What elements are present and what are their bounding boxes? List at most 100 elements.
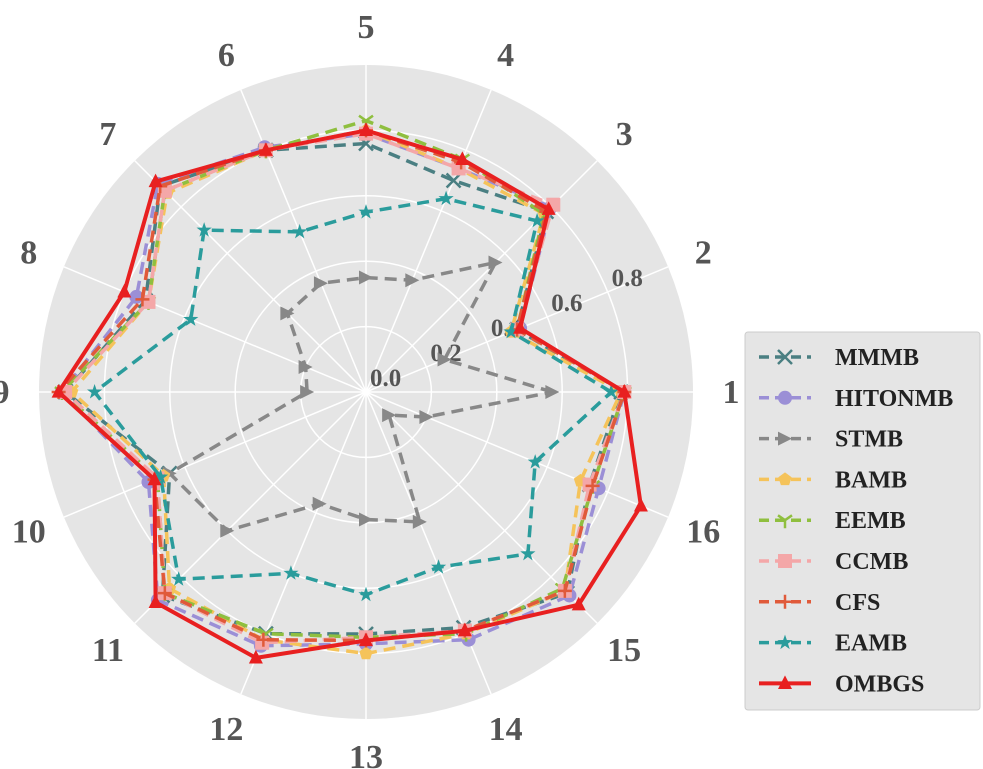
axis-label-6: 6 bbox=[218, 37, 235, 74]
legend-label-eamb: EAMB bbox=[835, 631, 907, 657]
point-ombgs-1 bbox=[617, 384, 632, 398]
radial-tick-4: 0.8 bbox=[612, 265, 643, 292]
point-bamb-13 bbox=[359, 646, 373, 660]
point-ombgs-3 bbox=[541, 201, 556, 215]
point-eamb-16 bbox=[527, 454, 543, 469]
spoke-7 bbox=[134, 160, 367, 393]
axis-label-3: 3 bbox=[616, 116, 633, 153]
point-stmb-7 bbox=[280, 306, 295, 321]
axis-label-4: 4 bbox=[497, 37, 514, 74]
axis-label-9: 9 bbox=[0, 374, 10, 411]
point-stmb-12 bbox=[312, 496, 327, 511]
legend-entry-cfs: CFS bbox=[759, 590, 880, 616]
axis-label-10: 10 bbox=[12, 514, 46, 551]
point-eamb-4 bbox=[438, 190, 454, 206]
point-eamb-5 bbox=[358, 204, 374, 219]
point-stmb-14 bbox=[412, 514, 427, 529]
legend-entry-ccmb: CCMB bbox=[759, 549, 908, 575]
axis-label-15: 15 bbox=[607, 632, 641, 669]
point-eamb-6 bbox=[292, 223, 308, 239]
point-ombgs-13 bbox=[359, 632, 373, 647]
axis-label-13: 13 bbox=[349, 739, 383, 769]
point-ombgs-4 bbox=[455, 151, 470, 165]
legend-marker-cfs bbox=[778, 594, 792, 609]
point-ombgs-11 bbox=[148, 594, 163, 609]
spoke-10 bbox=[63, 391, 367, 518]
point-ombgs-2 bbox=[513, 320, 528, 334]
point-ombgs-7 bbox=[148, 173, 163, 188]
legend-entry-ombgs: OMBGS bbox=[759, 671, 924, 697]
legend-label-ccmb: CCMB bbox=[835, 549, 908, 575]
legend-label-stmb: STMB bbox=[835, 427, 903, 453]
legend-marker-eamb bbox=[777, 634, 793, 650]
point-stmb-1 bbox=[545, 385, 560, 399]
legend-label-mmmb: MMMB bbox=[835, 345, 919, 371]
legend-entry-eamb: EAMB bbox=[759, 631, 907, 657]
legend-label-cfs: CFS bbox=[835, 590, 880, 616]
spoke-6 bbox=[240, 89, 367, 393]
point-stmb-15 bbox=[382, 408, 397, 423]
point-cfs-8 bbox=[135, 292, 150, 307]
legend-marker-mmmb bbox=[777, 349, 793, 365]
point-eamb-14 bbox=[430, 559, 447, 574]
series-ombgs bbox=[51, 122, 648, 664]
legend-marker-ccmb bbox=[778, 554, 792, 568]
radial-tick-3: 0.6 bbox=[551, 290, 582, 317]
point-ombgs-6 bbox=[258, 142, 273, 156]
point-stmb-2 bbox=[437, 352, 452, 367]
point-eamb-2 bbox=[503, 323, 519, 339]
point-ombgs-16 bbox=[633, 497, 648, 512]
point-ombgs-15 bbox=[571, 596, 586, 611]
axis-label-8: 8 bbox=[20, 234, 37, 271]
point-stmb-5 bbox=[359, 270, 373, 285]
point-eamb-10 bbox=[152, 469, 169, 484]
point-stmb-9 bbox=[300, 385, 315, 399]
point-eamb-12 bbox=[283, 565, 299, 580]
series-layer bbox=[51, 114, 648, 664]
legend-entry-mmmb: MMMB bbox=[759, 345, 919, 371]
axis-label-11: 11 bbox=[92, 632, 124, 669]
point-ombgs-5 bbox=[359, 122, 373, 136]
point-ombgs-10 bbox=[147, 471, 162, 486]
point-cfs-11 bbox=[157, 586, 172, 601]
legend-marker-ombgs bbox=[778, 675, 792, 689]
legend-entry-hitonmb: HITONMB bbox=[759, 386, 953, 412]
point-ombgs-9 bbox=[51, 384, 66, 398]
point-stmb-11 bbox=[220, 523, 235, 538]
legend-marker-eemb bbox=[777, 514, 793, 529]
point-eamb-11 bbox=[171, 571, 187, 586]
axis-label-16: 16 bbox=[686, 514, 720, 551]
point-eamb-1 bbox=[603, 384, 619, 399]
axis-label-5: 5 bbox=[358, 9, 375, 46]
axis-label-12: 12 bbox=[209, 711, 243, 748]
point-stmb-4 bbox=[405, 273, 420, 288]
point-stmb-6 bbox=[313, 276, 328, 291]
spoke-16 bbox=[365, 391, 669, 518]
legend-label-hitonmb: HITONMB bbox=[835, 386, 953, 412]
legend-marker-hitonmb bbox=[778, 390, 792, 405]
point-stmb-13 bbox=[359, 512, 373, 527]
point-stmb-8 bbox=[298, 359, 313, 374]
point-mmmb-4 bbox=[445, 172, 462, 189]
point-ombgs-12 bbox=[248, 649, 263, 664]
legend-box bbox=[744, 331, 981, 711]
spoke-8 bbox=[63, 266, 367, 393]
point-stmb-16 bbox=[419, 410, 434, 425]
point-eamb-13 bbox=[358, 586, 374, 602]
axis-label-2: 2 bbox=[695, 234, 712, 271]
radial-tick-labels: 0.00.20.40.60.8 bbox=[370, 265, 643, 392]
legend-label-eemb: EEMB bbox=[835, 508, 906, 534]
series-eamb bbox=[86, 190, 619, 602]
polar-background bbox=[39, 65, 693, 719]
legend-marker-bamb bbox=[778, 472, 792, 486]
point-ombgs-8 bbox=[117, 283, 132, 298]
legend-entry-stmb: STMB bbox=[759, 427, 903, 453]
axis-label-14: 14 bbox=[489, 711, 523, 748]
axis-label-7: 7 bbox=[99, 116, 116, 153]
legend-entry-bamb: BAMB bbox=[759, 467, 907, 493]
axis-label-1: 1 bbox=[723, 374, 740, 411]
point-eamb-8 bbox=[183, 311, 199, 326]
point-cfs-12 bbox=[256, 632, 271, 647]
